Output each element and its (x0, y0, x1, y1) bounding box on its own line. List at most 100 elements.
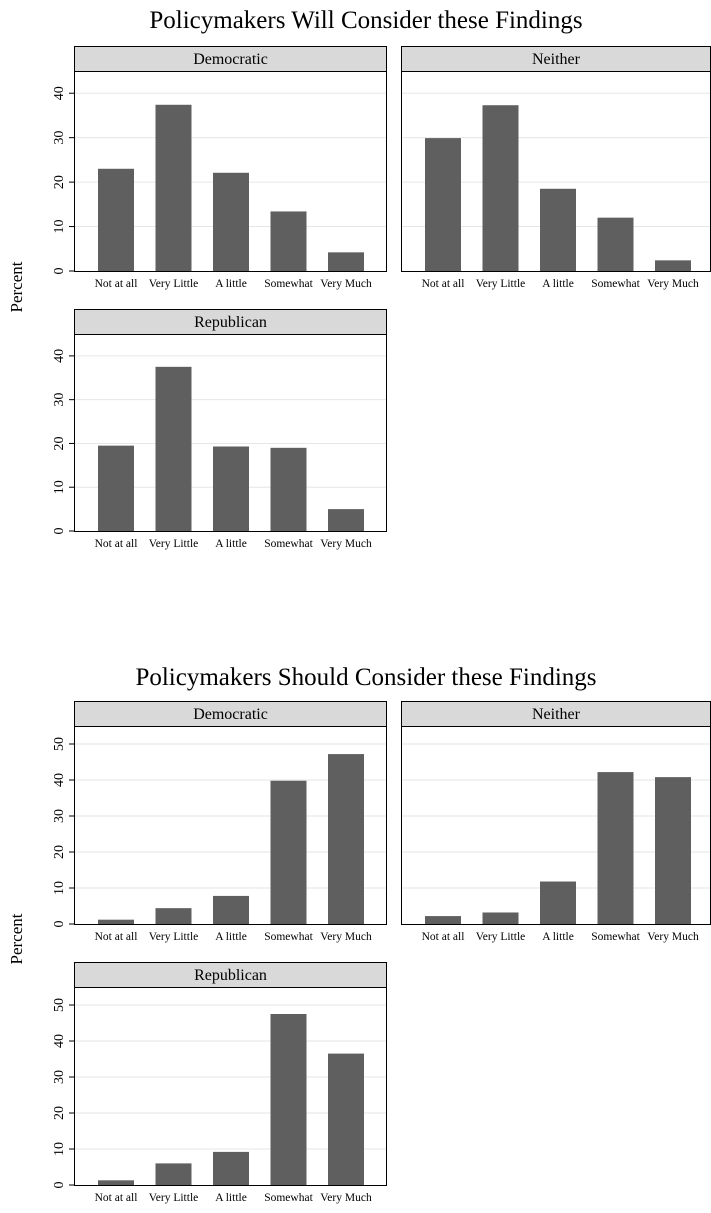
y-tick-label: 20 (52, 175, 67, 189)
chart-title: Policymakers Should Consider these Findi… (135, 664, 596, 691)
x-tick-label: Somewhat (591, 931, 640, 943)
x-tick-label: Very Much (320, 278, 372, 290)
panel-title: Republican (194, 314, 267, 331)
panel-title: Republican (194, 967, 267, 984)
x-tick-label: Very Little (149, 278, 199, 290)
x-tick-label: Not at all (422, 931, 465, 943)
bar-very-little (155, 908, 192, 924)
x-tick-label: Very Much (647, 931, 699, 943)
x-tick-label: A little (215, 538, 247, 550)
y-tick-label: 0 (52, 1182, 67, 1189)
x-tick-label: Not at all (95, 931, 138, 943)
panel-democratic: Democratic 0 10 20 30 40 50 Not at all Very Litt… (52, 701, 387, 943)
bar-a-little (213, 1151, 249, 1185)
x-tick-label: Very Little (149, 538, 199, 550)
bar-very-much (328, 509, 364, 531)
x-tick-label: Very Little (149, 1192, 199, 1204)
y-tick-label: 10 (52, 480, 67, 494)
bar-very-much (328, 1053, 364, 1185)
bar-not-at-all (98, 919, 134, 924)
bar-very-little (482, 912, 519, 924)
y-tick-label: 10 (52, 220, 67, 234)
bar-very-much (328, 252, 364, 271)
bar-not-at-all (98, 445, 134, 531)
bar-a-little (213, 446, 249, 531)
bar-a-little (213, 895, 249, 924)
bar-very-little (155, 104, 192, 272)
bar-not-at-all (425, 916, 461, 924)
bar-somewhat (270, 1014, 307, 1185)
x-tick-label: A little (215, 931, 247, 943)
chart-2: Policymakers Should Consider these Findi… (7, 664, 711, 1204)
x-tick-label: Somewhat (591, 278, 640, 290)
bar-very-little (155, 366, 192, 531)
x-tick-label: Very Little (476, 278, 526, 290)
y-tick-label: 10 (52, 1142, 67, 1156)
y-tick-label: 40 (52, 1034, 67, 1048)
y-tick-label: 30 (52, 393, 67, 407)
panel-strip (401, 701, 711, 727)
x-tick-label: Very Little (476, 931, 526, 943)
bar-somewhat (270, 780, 307, 924)
y-tick-label: 0 (52, 528, 67, 535)
x-tick-label: Somewhat (264, 1192, 313, 1204)
x-tick-label: Very Much (320, 538, 372, 550)
bar-somewhat (597, 217, 634, 271)
x-tick-label: A little (542, 278, 574, 290)
bar-very-much (328, 754, 364, 924)
y-tick-label: 10 (52, 881, 67, 895)
panel-democratic: Democratic 0 10 20 30 40 Not at all Very Little… (52, 46, 387, 290)
y-tick-label: 30 (52, 1070, 67, 1084)
bar-a-little (213, 172, 249, 271)
y-tick-label: 20 (52, 436, 67, 450)
x-tick-label: Very Little (149, 931, 199, 943)
x-tick-label: Not at all (95, 1192, 138, 1204)
y-tick-label: 40 (52, 349, 67, 363)
panel-title: Democratic (193, 51, 268, 68)
x-tick-label: Very Much (647, 278, 699, 290)
y-tick-label: 20 (52, 1106, 67, 1120)
panel-strip (74, 962, 387, 988)
x-tick-label: A little (542, 931, 574, 943)
panel-strip (74, 701, 387, 727)
panel-title: Neither (532, 706, 581, 723)
x-tick-label: Very Much (320, 931, 372, 943)
bar-not-at-all (425, 138, 461, 271)
x-tick-label: Very Much (320, 1192, 372, 1204)
panel-neither: Neither Not at all Very Little A little Some… (401, 46, 711, 290)
chart-1: Policymakers Will Consider these Finding… (7, 7, 711, 550)
y-tick-label: 0 (52, 921, 67, 928)
bar-somewhat (270, 447, 307, 531)
panel-neither: Neither Not at all Very Little A little Some… (401, 701, 711, 943)
x-tick-label: Somewhat (264, 931, 313, 943)
bar-not-at-all (98, 168, 134, 271)
bar-somewhat (270, 211, 307, 271)
bar-a-little (540, 881, 576, 924)
panel-title: Neither (532, 51, 581, 68)
x-tick-label: A little (215, 1192, 247, 1204)
bar-very-little (482, 105, 519, 271)
y-tick-label: 40 (52, 773, 67, 787)
bar-very-little (155, 1163, 192, 1185)
bar-a-little (540, 188, 576, 271)
y-tick-label: 30 (52, 131, 67, 145)
y-tick-label: 40 (52, 86, 67, 100)
y-axis-label: Percent (7, 913, 26, 964)
panel-title: Democratic (193, 706, 268, 723)
bar-somewhat (597, 772, 634, 924)
y-tick-label: 20 (52, 845, 67, 859)
y-tick-label: 50 (52, 998, 67, 1012)
bar-very-much (655, 777, 691, 924)
y-tick-label: 0 (52, 268, 67, 275)
panel-republican: Republican 0 10 20 30 40 50 Not at all Very Litt… (52, 962, 387, 1204)
y-axis-label: Percent (7, 261, 26, 312)
x-tick-label: Not at all (95, 538, 138, 550)
chart-title: Policymakers Will Consider these Finding… (149, 7, 582, 34)
panel-republican: Republican 0 10 20 30 40 Not at all Very Little… (52, 309, 387, 550)
bar-not-at-all (98, 1180, 134, 1185)
x-tick-label: A little (215, 278, 247, 290)
x-tick-label: Not at all (95, 278, 138, 290)
y-tick-label: 50 (52, 737, 67, 751)
